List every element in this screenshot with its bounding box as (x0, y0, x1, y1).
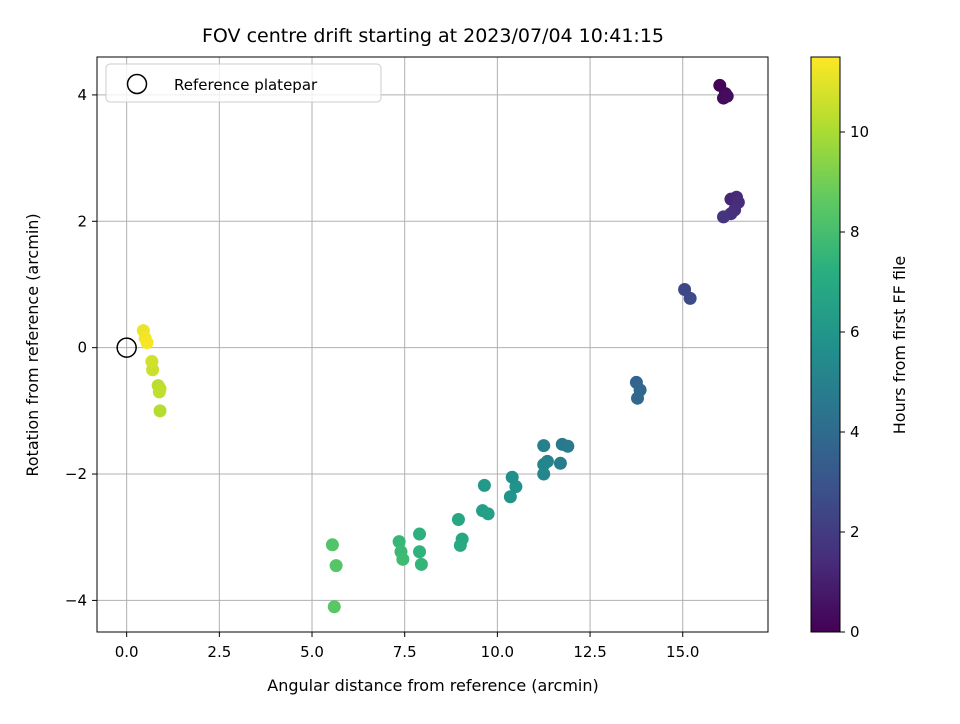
scatter-point (327, 600, 341, 614)
plot-area-frame (96, 56, 769, 633)
scatter-point (537, 458, 551, 472)
y-tick-label: 2 (77, 212, 87, 230)
scatter-point (396, 552, 410, 566)
scatter-point (477, 478, 491, 492)
scatter-point (413, 527, 427, 541)
y-tick-label: −2 (65, 465, 87, 483)
scatter-point (683, 291, 697, 305)
scatter-point (152, 385, 166, 399)
scatter-point (451, 513, 465, 527)
x-tick-label: 10.0 (481, 643, 514, 661)
colorbar-tick-label: 0 (850, 623, 860, 641)
x-tick-label: 12.5 (573, 643, 606, 661)
chart-title: FOV centre drift starting at 2023/07/04 … (202, 25, 664, 47)
scatter-point (145, 355, 159, 369)
colorbar: 0 2 4 6 8 10 Hours from first FF file (810, 56, 909, 641)
scatter-point (503, 490, 517, 504)
scatter-point (392, 535, 406, 549)
scatter-point (481, 507, 495, 521)
y-axis-label: Rotation from reference (arcmin) (23, 213, 42, 476)
x-axis-ticks: 0.0 2.5 5.0 7.5 10.0 12.5 15.0 (115, 632, 699, 661)
colorbar-tick-label: 8 (850, 223, 860, 241)
scatter-point (631, 391, 645, 405)
scatter-point (717, 210, 731, 224)
scatter-point (561, 439, 575, 453)
scatter-point (325, 538, 339, 552)
x-tick-label: 7.5 (393, 643, 417, 661)
y-tick-label: −4 (65, 591, 87, 609)
x-axis-label: Angular distance from reference (arcmin) (267, 676, 598, 695)
x-tick-label: 15.0 (666, 643, 699, 661)
scatter-point (537, 439, 551, 453)
scatter-point (413, 545, 427, 559)
y-tick-label: 4 (77, 86, 87, 104)
x-tick-label: 0.0 (115, 643, 139, 661)
scatter-point (414, 557, 428, 571)
x-tick-label: 2.5 (207, 643, 231, 661)
colorbar-frame (810, 56, 841, 633)
reference-platepar-marker (116, 337, 137, 358)
scatter-point (329, 559, 343, 573)
scatter-point (153, 404, 167, 418)
x-tick-label: 5.0 (300, 643, 324, 661)
colorbar-gradient (811, 57, 840, 632)
data-points (116, 78, 745, 614)
colorbar-tick-label: 10 (850, 123, 869, 141)
colorbar-tick-label: 6 (850, 323, 860, 341)
colorbar-ticks: 0 2 4 6 8 10 (840, 123, 869, 641)
colorbar-label: Hours from first FF file (890, 256, 909, 435)
scatter-point (140, 336, 154, 350)
scatter-point (509, 480, 523, 494)
legend-marker-reference (126, 73, 148, 95)
y-tick-label: 0 (77, 339, 87, 357)
colorbar-tick-label: 2 (850, 523, 860, 541)
y-axis-ticks: 4 2 0 −2 −4 (65, 86, 97, 609)
scatter-point (453, 538, 467, 552)
scatter-point (720, 89, 734, 103)
scatter-point (553, 456, 567, 470)
colorbar-tick-label: 4 (850, 423, 860, 441)
scatter-point (537, 467, 551, 481)
legend-box (105, 63, 382, 103)
grid (97, 57, 768, 632)
legend-label-reference: Reference platepar (174, 76, 318, 94)
legend: Reference platepar (105, 63, 382, 103)
